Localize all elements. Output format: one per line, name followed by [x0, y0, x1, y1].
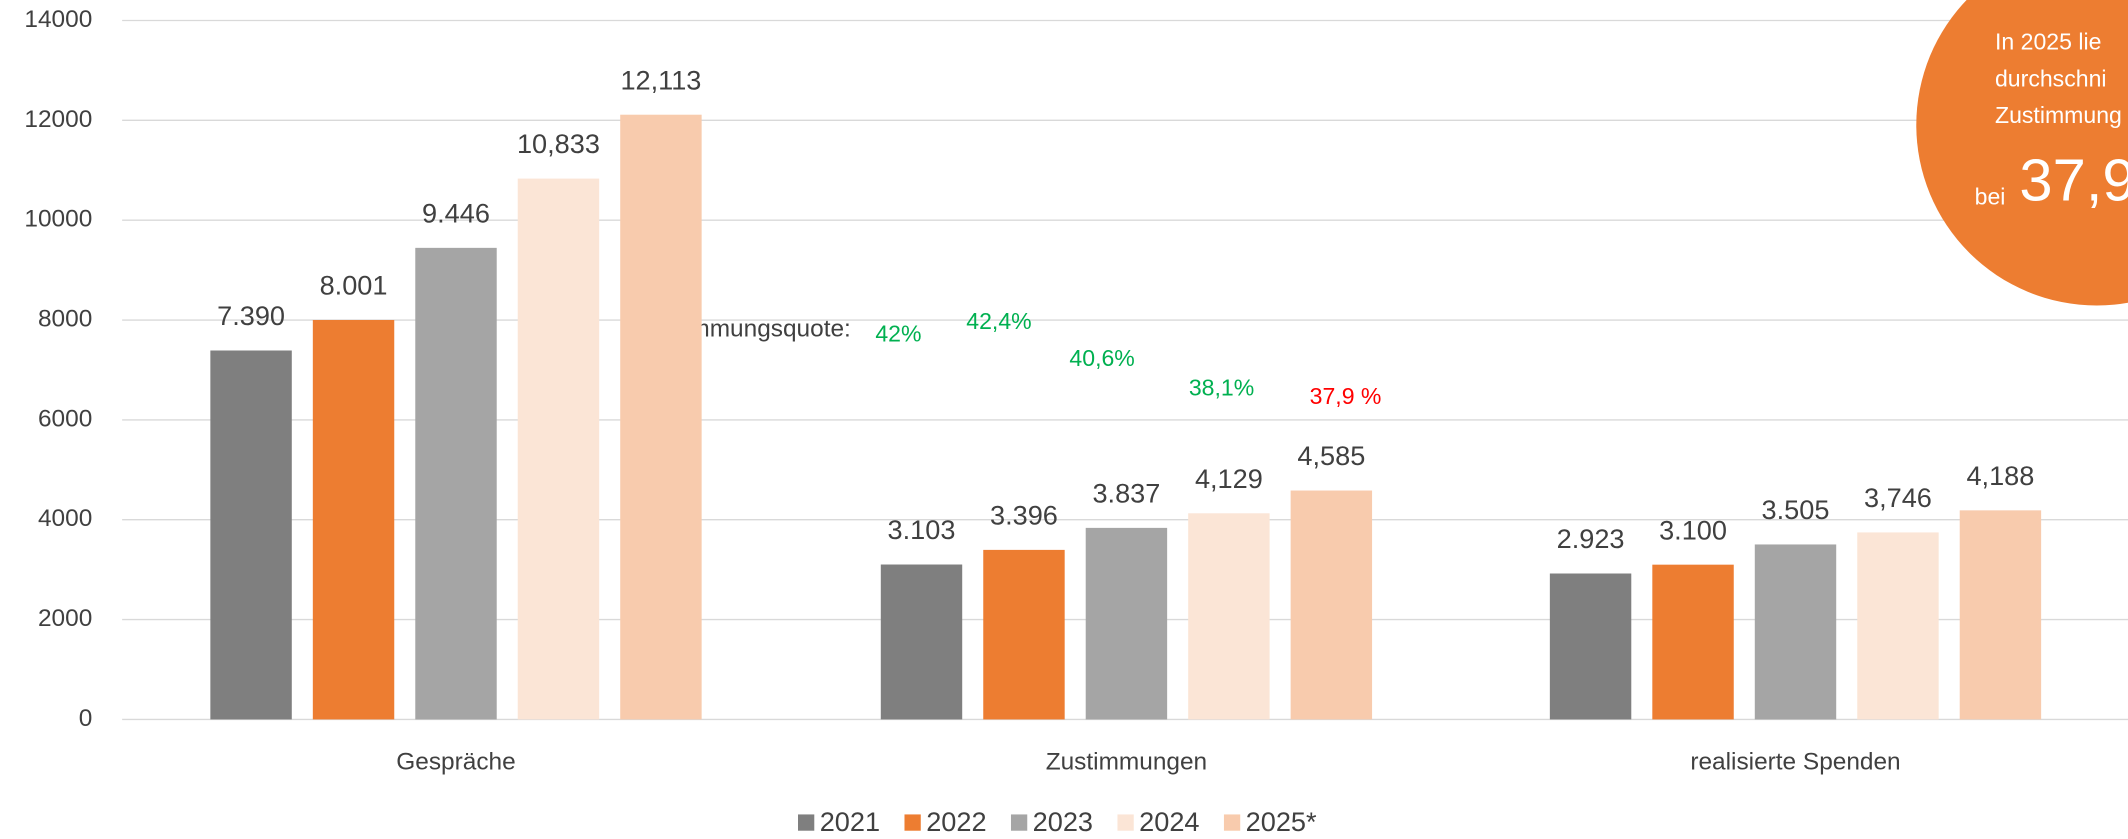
legend-label: 2021	[820, 806, 880, 837]
value-label: 4,129	[1195, 463, 1263, 494]
legend-label: 2025*	[1246, 806, 1317, 837]
bar	[1549, 573, 1632, 720]
legend-swatch	[904, 814, 921, 831]
value-label: 9.446	[422, 197, 490, 228]
x-tick-label: Zustimmungen	[1046, 748, 1207, 775]
callout-text: Zustimmung	[1995, 102, 2122, 128]
bar	[415, 247, 497, 720]
bar	[1188, 513, 1270, 720]
bar	[312, 319, 395, 720]
y-tick-label: 0	[79, 705, 93, 732]
y-tick-label: 2000	[38, 605, 92, 632]
legend-swatch	[1117, 814, 1134, 831]
value-label: 4,188	[1966, 460, 2034, 491]
value-label: 3.396	[990, 499, 1058, 530]
value-label: 10,833	[517, 128, 600, 159]
value-label: 4,585	[1297, 440, 1365, 471]
legend-label: 2023	[1033, 806, 1093, 837]
bar	[880, 564, 963, 720]
callout-text: durchschni	[1995, 65, 2107, 91]
rate-label: 37,9 %	[1310, 383, 1382, 409]
bar	[1857, 532, 1939, 720]
rate-label: 38,1%	[1189, 375, 1254, 401]
legend-swatch	[1010, 814, 1028, 831]
legend-label: 2022	[926, 806, 986, 837]
y-tick-label: 12000	[24, 106, 92, 133]
callout-text: bei	[1975, 183, 2006, 209]
legend-swatch	[1223, 814, 1241, 831]
y-tick-label: 8000	[38, 305, 92, 332]
value-label: 7.390	[217, 300, 285, 331]
y-tick-label: 10000	[24, 206, 92, 233]
value-label: 3.100	[1659, 514, 1727, 545]
value-label: 12,113	[620, 64, 701, 95]
bar	[1754, 544, 1837, 720]
legend-swatch	[798, 814, 815, 831]
value-label: 2.923	[1557, 523, 1625, 554]
rate-label: 40,6%	[1069, 345, 1134, 371]
bar	[1959, 510, 2042, 720]
value-label: 3.103	[888, 514, 956, 545]
x-tick-label: Gespräche	[396, 748, 515, 775]
legend-label: 2024	[1139, 806, 1199, 837]
y-tick-label: 4000	[38, 505, 92, 532]
callout-text: In 2025 lie	[1995, 29, 2101, 55]
callout-circle	[1916, 0, 2128, 306]
bar	[517, 178, 600, 720]
value-label: 3,746	[1864, 482, 1932, 513]
value-label: 8.001	[320, 270, 388, 301]
bar	[1652, 564, 1734, 720]
rate-label: 42%	[875, 320, 921, 346]
x-tick-label: realisierte Spenden	[1690, 748, 1900, 775]
callout-highlight: 37,9	[2019, 146, 2128, 213]
bar	[983, 549, 1065, 720]
rate-label: 42,4%	[966, 308, 1031, 334]
bar	[1290, 490, 1373, 720]
y-tick-label: 6000	[38, 405, 92, 432]
value-label: 3.837	[1092, 477, 1160, 508]
bar	[210, 350, 292, 720]
bar	[620, 114, 702, 720]
value-label: 3.505	[1762, 494, 1830, 525]
bar	[1085, 527, 1168, 720]
y-tick-label: 14000	[24, 6, 92, 33]
